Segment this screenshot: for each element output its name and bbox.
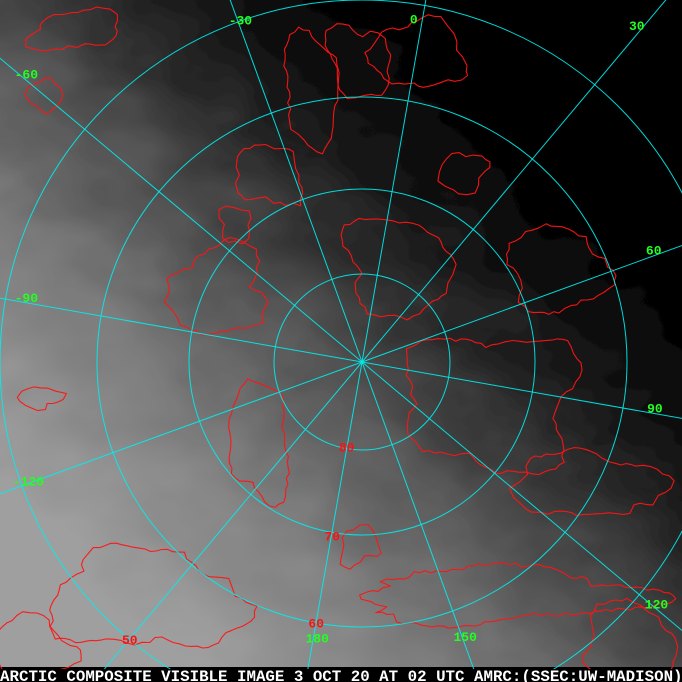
svg-text:30: 30 <box>629 19 645 34</box>
svg-text:150: 150 <box>454 630 478 645</box>
svg-text:60: 60 <box>646 244 662 259</box>
svg-text:50: 50 <box>122 633 138 648</box>
svg-text:-90: -90 <box>15 291 39 306</box>
svg-text:180: 180 <box>306 631 330 646</box>
svg-text:70: 70 <box>325 530 341 545</box>
svg-text:-30: -30 <box>229 14 253 29</box>
svg-text:90: 90 <box>647 401 663 416</box>
svg-text:80: 80 <box>339 441 355 456</box>
svg-text:-60: -60 <box>15 68 39 83</box>
svg-text:-120: -120 <box>13 475 44 490</box>
svg-text:120: 120 <box>645 597 669 612</box>
svg-text:0: 0 <box>410 12 418 27</box>
svg-text:60: 60 <box>308 617 324 632</box>
